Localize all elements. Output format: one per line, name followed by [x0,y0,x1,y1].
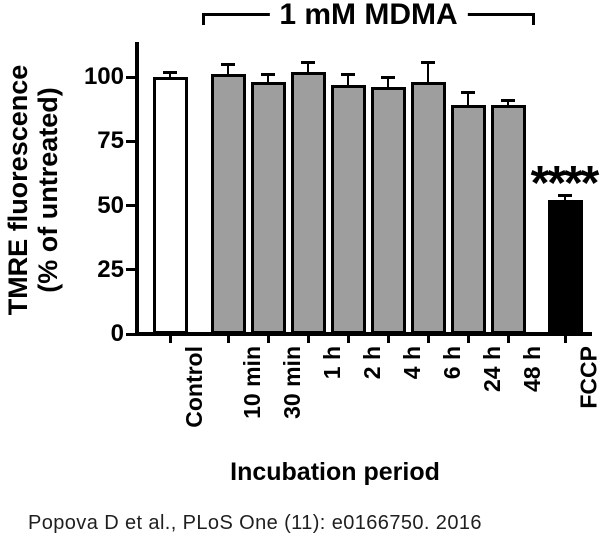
y-tick-0 [126,332,135,336]
x-label-10-min: 10 min [239,346,265,419]
y-axis-line [135,42,139,336]
x-tick-30-min [266,336,270,343]
x-axis-title: Incubation period [230,458,440,486]
x-label-4-h: 4 h [399,346,425,380]
y-tick-50 [126,204,135,207]
x-label-control: Control [181,346,207,428]
x-label-24-h: 24 h [479,346,505,393]
error-bar-6-h [427,61,429,85]
x-tick-10-min [226,336,230,343]
x-label-2-h: 2 h [359,346,385,380]
x-tick-48-h [506,336,510,343]
bar-10-min [210,74,246,334]
x-axis-line [135,332,592,336]
error-bar-cap-control [163,70,177,74]
y-axis-title-line2: (% of untreated) [33,87,63,293]
y-axis-title-line1: TMRE fluorescence [3,64,33,316]
error-bar-4-h [387,77,389,90]
y-tick-label-25: 25 [97,255,124,283]
error-bar-control [169,71,171,79]
y-tick-label-100: 100 [83,63,124,90]
error-bar-cap-24-h [461,91,475,95]
error-bar-cap-48-h [501,99,515,103]
x-tick-fccp [563,336,567,343]
mdma-group-bracket: 1 mM MDMA [202,0,535,32]
bracket-right-tick [532,13,535,25]
error-bar-cap-30-min [261,73,275,77]
bar-2-h [330,84,366,334]
y-tick-75 [126,139,135,143]
y-tick-label-50: 50 [97,191,124,219]
y-tick-label-75: 75 [97,127,124,155]
bracket-left-tick [202,13,205,25]
error-bar-30-min [267,74,269,85]
error-bar-cap-6-h [421,60,435,64]
x-label-6-h: 6 h [439,346,465,380]
x-tick-1-h [306,336,310,343]
y-tick-100 [126,75,135,79]
error-bar-fccp [564,195,566,203]
error-bar-cap-4-h [381,76,395,79]
error-bar-cap-2-h [341,73,355,77]
error-bar-48-h [507,100,509,108]
error-bar-10-min [227,64,229,77]
y-tick-25 [126,268,135,272]
x-tick-control [168,336,172,343]
bar-4-h [370,87,406,334]
bar-24-h [450,105,486,334]
citation-text: Popova D et al., PLoS One (11): e0166750… [28,512,482,534]
error-bar-24-h [467,92,469,108]
bar-30-min [250,82,286,334]
x-tick-6-h [426,336,430,343]
y-axis-title: TMRE fluorescence (% of untreated) [3,40,65,340]
y-tick-label-0: 0 [110,320,124,347]
bar-1-h [290,71,326,334]
bar-fccp [547,200,583,334]
bar-48-h [490,105,526,334]
x-tick-24-h [466,336,470,343]
significance-stars: **** [530,157,600,210]
x-label-30-min: 30 min [279,346,305,419]
x-label-fccp: FCCP [576,346,600,409]
x-tick-2-h [346,336,350,343]
x-tick-4-h [386,336,390,343]
bar-6-h [410,82,446,334]
error-bar-2-h [347,74,349,87]
error-bar-1-h [307,61,309,74]
x-label-1-h: 1 h [319,346,345,380]
x-label-48-h: 48 h [519,346,545,393]
error-bar-cap-fccp [558,194,572,198]
bracket-label: 1 mM MDMA [269,0,468,32]
error-bar-cap-10-min [221,63,235,67]
error-bar-cap-1-h [301,60,315,64]
bar-control [152,77,188,334]
